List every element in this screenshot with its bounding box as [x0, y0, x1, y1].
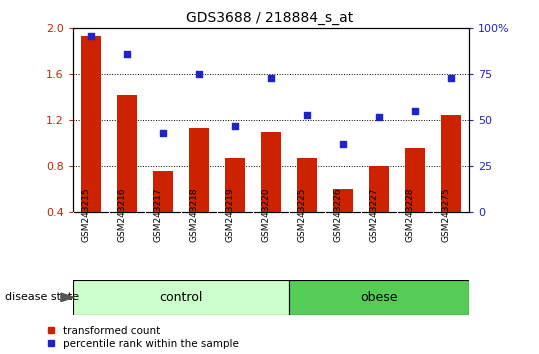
Text: GSM243220: GSM243220 [262, 187, 271, 241]
Point [231, 123, 239, 129]
Text: GSM243219: GSM243219 [226, 187, 235, 242]
Text: GSM243226: GSM243226 [334, 187, 343, 241]
Text: GSM243225: GSM243225 [298, 187, 307, 241]
Text: GSM243275: GSM243275 [442, 187, 451, 242]
Point [447, 75, 455, 81]
Point [411, 108, 419, 114]
Point [122, 51, 131, 57]
Bar [73, 280, 289, 315]
Point [267, 75, 275, 81]
Point [195, 72, 203, 77]
Bar [117, 95, 137, 212]
Bar [153, 171, 172, 212]
Text: GSM243227: GSM243227 [370, 187, 379, 241]
Bar [189, 129, 209, 212]
Bar [441, 115, 461, 212]
Text: GSM243216: GSM243216 [118, 187, 127, 242]
Bar [225, 158, 245, 212]
Bar [333, 189, 353, 212]
Text: GDS3688 / 218884_s_at: GDS3688 / 218884_s_at [186, 11, 353, 25]
Legend: transformed count, percentile rank within the sample: transformed count, percentile rank withi… [49, 326, 239, 349]
Bar [81, 36, 101, 212]
Text: control: control [159, 291, 203, 304]
Point [375, 114, 383, 120]
Point [338, 142, 347, 147]
Text: GSM243215: GSM243215 [82, 187, 91, 242]
Point [302, 112, 311, 118]
Point [86, 33, 95, 39]
Point [158, 130, 167, 136]
Bar [369, 166, 389, 212]
Bar [261, 132, 281, 212]
Text: GSM243217: GSM243217 [154, 187, 163, 242]
Bar [297, 158, 317, 212]
Text: GSM243228: GSM243228 [406, 187, 415, 241]
Bar [405, 148, 425, 212]
Text: obese: obese [360, 291, 398, 304]
Text: disease state: disease state [5, 292, 80, 302]
Text: GSM243218: GSM243218 [190, 187, 199, 242]
Bar [289, 280, 469, 315]
